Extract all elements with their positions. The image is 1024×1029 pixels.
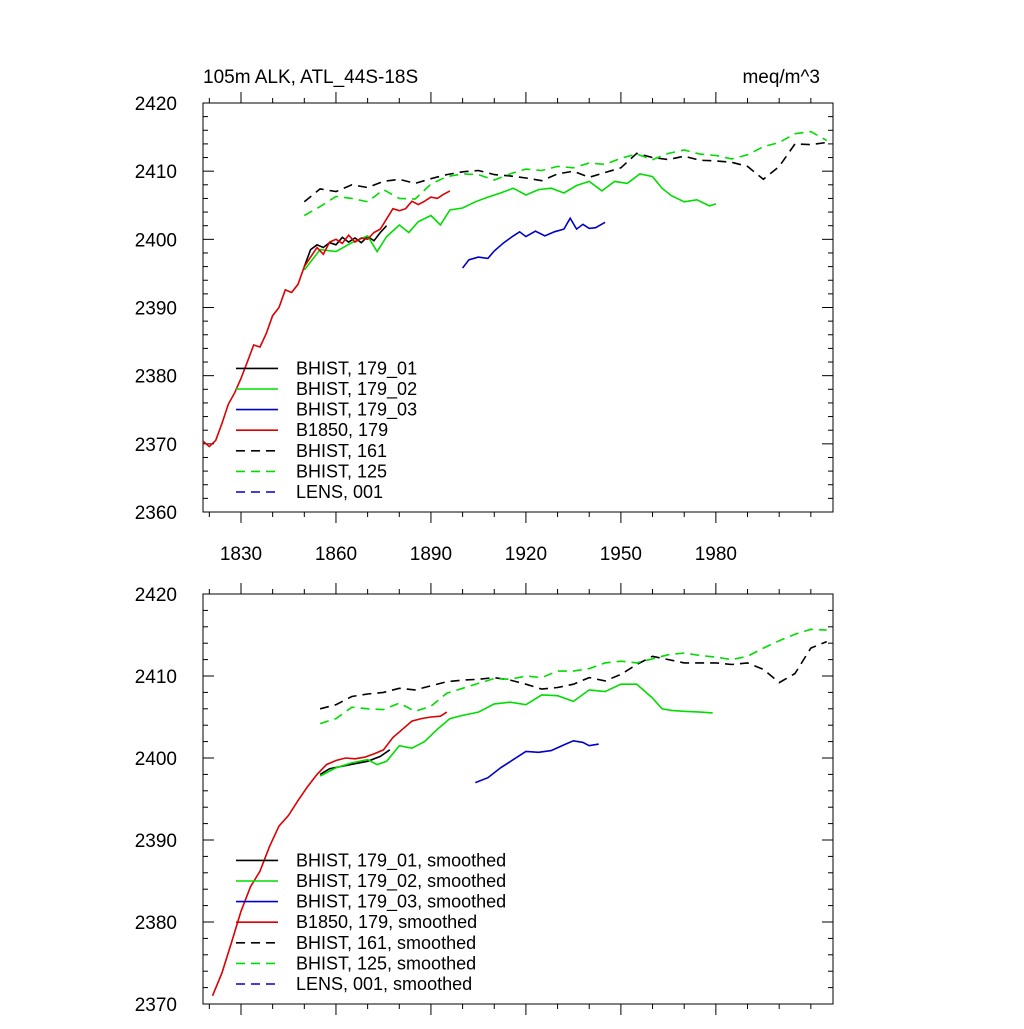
- series-line-bhist-179-03-smoothed: [475, 739, 599, 784]
- y-tick-label: 2390: [135, 299, 177, 320]
- legend-label: BHIST, 179_03, smoothed: [296, 892, 506, 913]
- series-line-bhist-161-smoothed: [319, 640, 828, 710]
- bottom-panel-smoothed: 2370 2380 2390 2400 2410 2420 BHIST, 179_01, s…: [135, 583, 834, 1016]
- legend-label: LENS, 001, smoothed: [296, 974, 472, 994]
- legend-label: BHIST, 179_03: [296, 400, 417, 421]
- header-units: meq/m^3: [742, 67, 820, 88]
- y-tick-label: 2390: [135, 831, 177, 852]
- y-tick-label: 2370: [135, 435, 177, 456]
- plot-frame: [202, 593, 834, 1005]
- y-tick-label: 2420: [135, 94, 177, 115]
- series-line-b1850-179: [203, 190, 451, 448]
- series-line-bhist-179-02-smoothed: [319, 683, 713, 777]
- header-title: 105m ALK, ATL_44S-18S: [203, 67, 418, 88]
- y-tick-label: 2400: [135, 749, 177, 770]
- y-tick-label: 2370: [135, 995, 177, 1016]
- legend-label: BHIST, 125, smoothed: [296, 953, 476, 973]
- x-tick-label: 1860: [315, 544, 357, 565]
- x-tick-label: 1950: [600, 544, 642, 565]
- y-tick-label: 2380: [135, 913, 177, 934]
- legend-label: BHIST, 179_02, smoothed: [296, 871, 506, 892]
- top-panel-raw: 2360 2370 2380 2390 2400 2410 2420 1830 1860 1890…: [135, 92, 834, 565]
- legend-label: LENS, 001: [296, 482, 383, 502]
- legend-label: B1850, 179, smoothed: [296, 912, 477, 932]
- y-tick-label: 2360: [135, 503, 177, 524]
- x-tick-label: 1830: [220, 544, 262, 565]
- y-tick-label: 2400: [135, 230, 177, 251]
- x-tick-label: 1980: [695, 544, 737, 565]
- legend-label: BHIST, 179_01: [296, 358, 417, 379]
- legend-label: BHIST, 179_02: [296, 379, 417, 400]
- legend-label: BHIST, 161, smoothed: [296, 933, 476, 953]
- series-line-bhist-179-03: [461, 216, 606, 269]
- y-tick-label: 2420: [135, 585, 177, 606]
- y-tick-label: 2410: [135, 667, 177, 688]
- series-line-bhist-179-01-smoothed: [319, 749, 391, 776]
- legend-label: BHIST, 179_01, smoothed: [296, 850, 506, 871]
- legend-label: BHIST, 161: [296, 441, 387, 461]
- y-tick-label: 2410: [135, 162, 177, 183]
- legend-label: B1850, 179: [296, 420, 388, 440]
- y-tick-label: 2380: [135, 367, 177, 388]
- series-line-bhist-125: [303, 130, 828, 217]
- legend-label: BHIST, 125: [296, 461, 387, 481]
- series-line-bhist-125-smoothed: [319, 628, 827, 725]
- series-line-bhist-161: [303, 141, 827, 203]
- series-line-b1850-179-smoothed: [211, 711, 448, 997]
- x-tick-label: 1890: [410, 544, 452, 565]
- series-line-bhist-179-02: [303, 173, 717, 271]
- x-tick-label: 1920: [505, 544, 547, 565]
